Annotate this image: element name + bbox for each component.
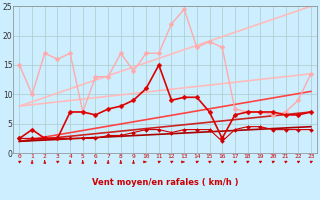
X-axis label: Vent moyen/en rafales ( km/h ): Vent moyen/en rafales ( km/h ) [92,178,238,187]
